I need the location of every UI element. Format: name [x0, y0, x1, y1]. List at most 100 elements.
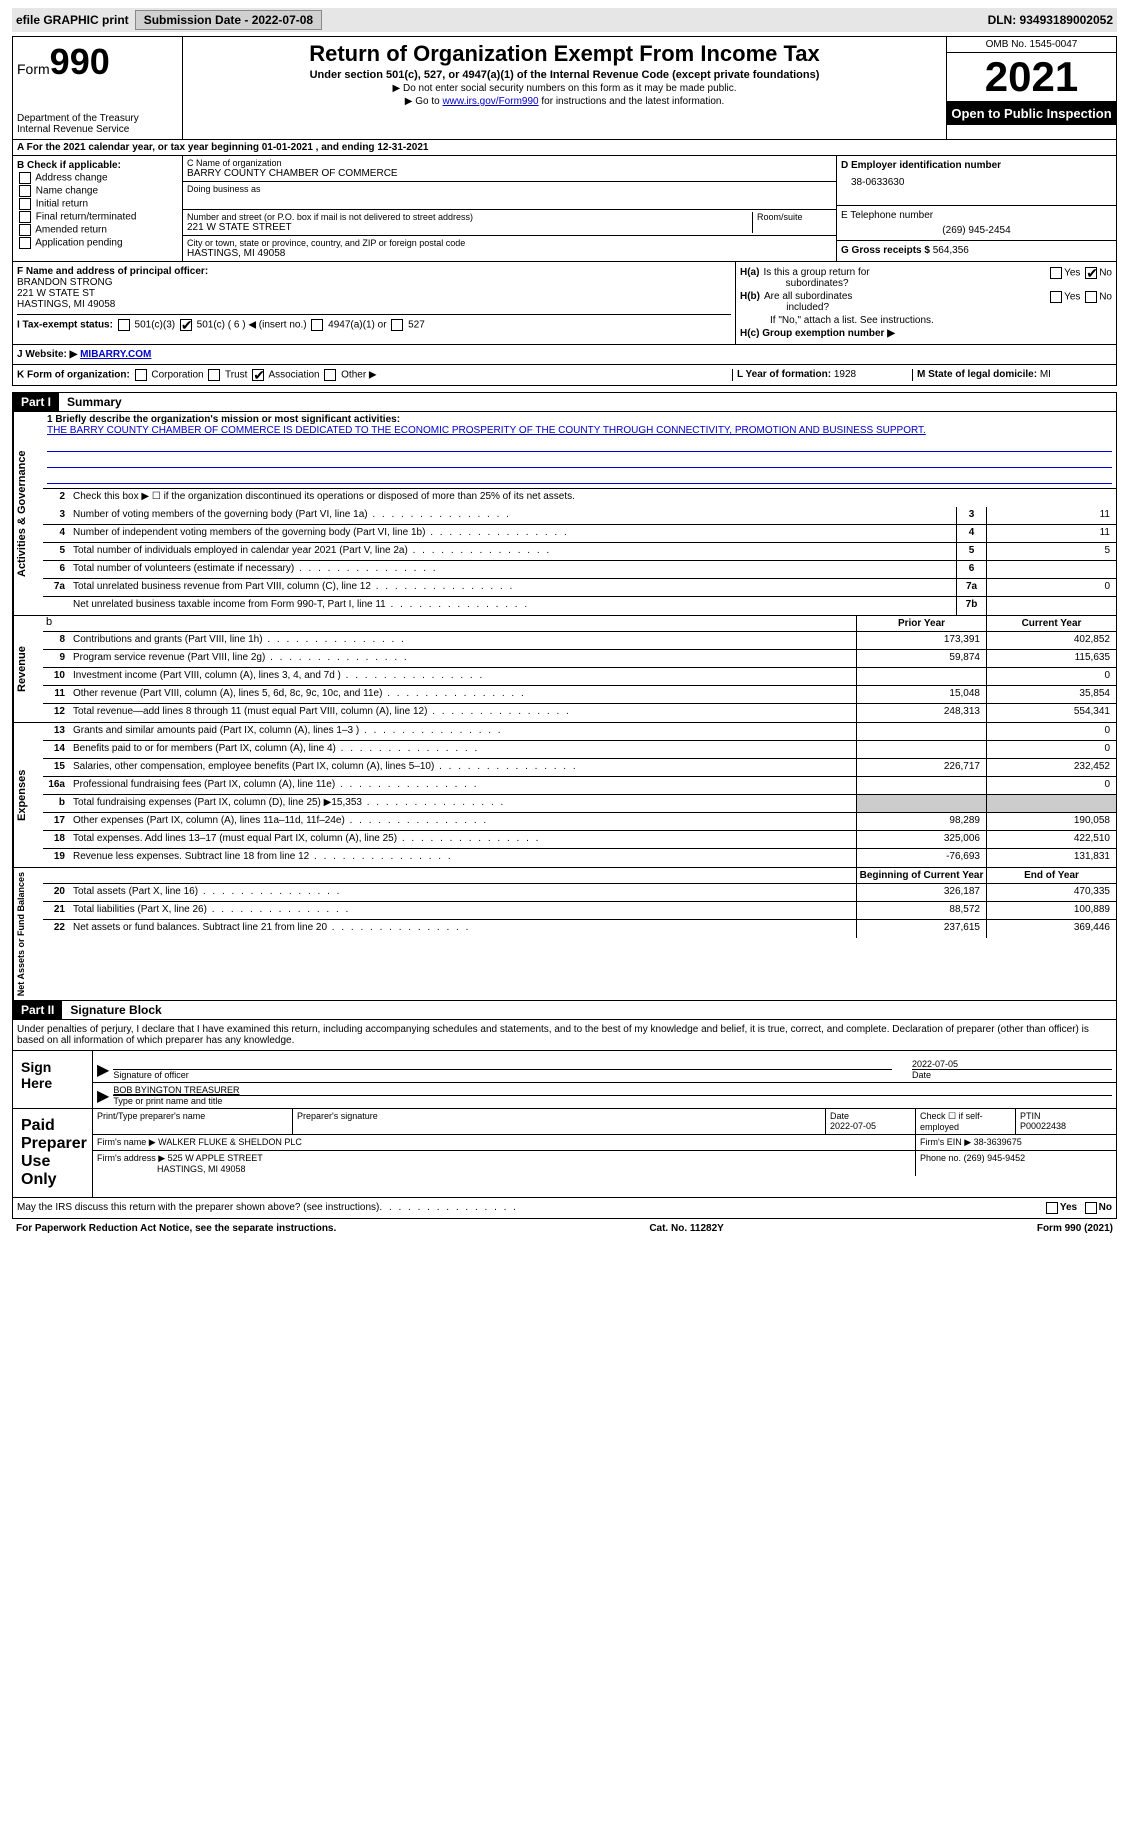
sig-arrow-icon-2: ▶ [97, 1086, 109, 1106]
line-box: 5 [956, 543, 986, 560]
line-box: 3 [956, 507, 986, 524]
prior-val: 59,874 [856, 650, 986, 667]
irs-label: Internal Revenue Service [17, 124, 178, 135]
prior-val: 173,391 [856, 632, 986, 649]
check-final-return[interactable]: Final return/terminated [17, 211, 178, 223]
current-val: 0 [986, 723, 1116, 740]
current-val: 0 [986, 741, 1116, 758]
check-address-change[interactable]: Address change [17, 172, 178, 184]
line-text: Total fundraising expenses (Part IX, col… [71, 795, 856, 812]
current-val: 470,335 [986, 884, 1116, 901]
form990-link[interactable]: www.irs.gov/Form990 [442, 96, 538, 107]
opt-527: 527 [408, 320, 425, 331]
form-number: Form990 [17, 41, 178, 83]
line-text: Total revenue—add lines 8 through 11 (mu… [71, 704, 856, 722]
form-990-number: 990 [50, 41, 110, 82]
line-val: 11 [986, 507, 1116, 524]
tax-year: 2021 [947, 53, 1116, 102]
line-num [43, 597, 71, 615]
k-label: K Form of organization: [17, 370, 130, 381]
website-link[interactable]: MIBARRY.COM [80, 349, 151, 360]
inst2-prefix: ▶ Go to [405, 96, 443, 107]
prior-val: 326,187 [856, 884, 986, 901]
m-value: MI [1040, 369, 1051, 380]
line-text: Total liabilities (Part X, line 26) [71, 902, 856, 919]
footer: For Paperwork Reduction Act Notice, see … [12, 1219, 1117, 1238]
check-application-pending[interactable]: Application pending [17, 237, 178, 249]
prep-name-label: Print/Type preparer's name [97, 1111, 205, 1121]
ein-value: 38-0633630 [851, 177, 1112, 188]
line-num: 20 [43, 884, 71, 901]
line-text: Net unrelated business taxable income fr… [71, 597, 956, 615]
dept-treasury: Department of the Treasury [17, 113, 178, 124]
submission-date-button[interactable]: Submission Date - 2022-07-08 [135, 10, 322, 30]
mission-box: 1 Briefly describe the organization's mi… [43, 412, 1116, 489]
identification-grid: B Check if applicable: Address change Na… [12, 156, 1117, 262]
k-corp: Corporation [151, 370, 203, 381]
line-val: 0 [986, 579, 1116, 596]
discuss-no: No [1099, 1202, 1112, 1214]
line-text: Total number of individuals employed in … [71, 543, 956, 560]
current-val: 115,635 [986, 650, 1116, 667]
line-num: 3 [43, 507, 71, 524]
website-label: J Website: ▶ [17, 349, 77, 360]
opt-501c3: 501(c)(3) [135, 320, 176, 331]
firm-ein-label: Firm's EIN ▶ [920, 1137, 971, 1147]
org-name-box: C Name of organization BARRY COUNTY CHAM… [183, 156, 836, 182]
declaration-text: Under penalties of perjury, I declare th… [13, 1020, 1116, 1050]
line-text: Benefits paid to or for members (Part IX… [71, 741, 856, 758]
line-num: 11 [43, 686, 71, 703]
gross-value: 564,356 [933, 245, 969, 256]
line-text: Grants and similar amounts paid (Part IX… [71, 723, 856, 740]
officer-row: F Name and address of principal officer:… [12, 262, 1117, 345]
current-val: 100,889 [986, 902, 1116, 919]
line-num: 22 [43, 920, 71, 938]
sig-arrow-icon: ▶ [97, 1060, 109, 1080]
discuss-yes: Yes [1060, 1202, 1077, 1214]
gov-vert-label: Activities & Governance [13, 412, 43, 615]
line-val: 11 [986, 525, 1116, 542]
current-val: 0 [986, 777, 1116, 794]
col-end: End of Year [986, 868, 1116, 883]
prior-val [856, 741, 986, 758]
officer-street: 221 W STATE ST [17, 288, 95, 299]
room-label: Room/suite [757, 212, 832, 222]
footer-mid: Cat. No. 11282Y [649, 1223, 723, 1234]
prior-val: 88,572 [856, 902, 986, 919]
firm-name: WALKER FLUKE & SHELDON PLC [158, 1137, 302, 1147]
form-prefix: Form [17, 61, 50, 77]
line-num: 17 [43, 813, 71, 830]
current-val: 0 [986, 668, 1116, 685]
hb-note: If "No," attach a list. See instructions… [740, 314, 1112, 327]
form-org-row: K Form of organization: Corporation Trus… [12, 365, 1117, 386]
check-amended-return[interactable]: Amended return [17, 224, 178, 236]
line-text: Other revenue (Part VIII, column (A), li… [71, 686, 856, 703]
l-label: L Year of formation: [737, 369, 831, 380]
line-num: 4 [43, 525, 71, 542]
efile-label: efile GRAPHIC print [16, 13, 129, 27]
line-text: Other expenses (Part IX, column (A), lin… [71, 813, 856, 830]
phone-label: E Telephone number [841, 210, 1112, 221]
inst2-suffix: for instructions and the latest informat… [539, 96, 725, 107]
exp-vert-label: Expenses [13, 723, 43, 867]
line-num: b [43, 795, 71, 812]
omb-number: OMB No. 1545-0047 [947, 37, 1116, 53]
line-num: 8 [43, 632, 71, 649]
footer-left: For Paperwork Reduction Act Notice, see … [16, 1223, 336, 1234]
firm-addr1: 525 W APPLE STREET [168, 1153, 263, 1163]
form-subtitle: Under section 501(c), 527, or 4947(a)(1)… [187, 69, 942, 81]
sig-officer-label: Signature of officer [113, 1070, 188, 1080]
form-header: Form990 Department of the Treasury Inter… [12, 36, 1117, 140]
current-val: 369,446 [986, 920, 1116, 938]
line-text: Program service revenue (Part VIII, line… [71, 650, 856, 667]
firm-addr2: HASTINGS, MI 49058 [157, 1164, 246, 1174]
sign-here-label: Sign Here [13, 1051, 93, 1108]
line-text: Number of voting members of the governin… [71, 507, 956, 524]
current-val: 422,510 [986, 831, 1116, 848]
check-initial-return[interactable]: Initial return [17, 198, 178, 210]
opt-4947: 4947(a)(1) or [328, 320, 386, 331]
line-box: 7b [956, 597, 986, 615]
current-val: 232,452 [986, 759, 1116, 776]
check-name-change[interactable]: Name change [17, 185, 178, 197]
firm-name-label: Firm's name ▶ [97, 1137, 156, 1147]
